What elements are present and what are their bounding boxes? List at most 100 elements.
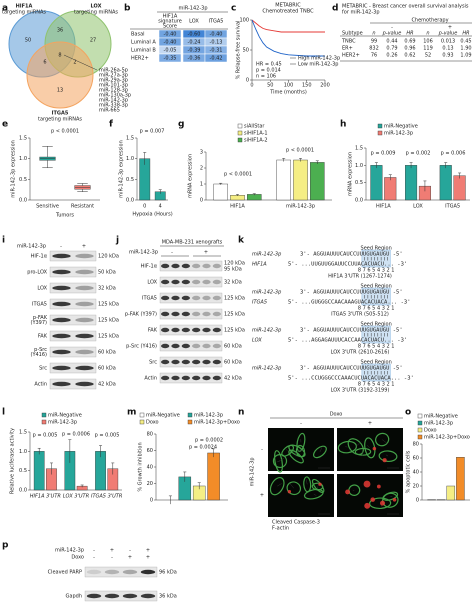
legend-label: miR-142-3p	[194, 413, 223, 419]
legend-label: F-actin	[272, 526, 289, 532]
seed-label: Seed Region	[361, 360, 392, 366]
column-header: p-value	[438, 31, 458, 37]
blot-label: HIF-1α	[141, 264, 158, 270]
cell-value: 0.013	[441, 39, 455, 45]
survival-curve	[251, 19, 325, 57]
mirna-name: miR-665	[99, 108, 120, 114]
actin-fiber	[382, 439, 388, 445]
cell-value: 0.79	[386, 46, 397, 52]
band	[161, 279, 170, 285]
band	[202, 295, 211, 301]
positions: 8 7 6 5 4 3 2 1	[358, 344, 395, 350]
legend-label: Doxo	[146, 420, 159, 426]
region-count: 36	[57, 28, 63, 34]
legend-label: miR-Negative	[424, 414, 458, 420]
caspase-signal	[370, 497, 376, 502]
band	[75, 365, 94, 371]
panel-label: d	[332, 4, 338, 14]
region-count: 8	[58, 53, 61, 59]
band	[171, 311, 180, 317]
target-seq: 5'- ...GUGGGCCAACAAAGUACACUACA... -3'	[288, 300, 411, 306]
kda-label: 96 kDa	[159, 570, 177, 576]
column-header: Doxo	[330, 412, 343, 418]
row-sign: -	[261, 447, 263, 453]
x-tick-label: 150	[302, 83, 312, 89]
condition: Doxo	[71, 555, 84, 561]
blot-label: FAK	[38, 334, 48, 340]
band	[104, 569, 120, 575]
bar	[293, 159, 308, 201]
blot-strip	[159, 324, 223, 336]
cell-value: -0.39	[188, 48, 201, 54]
seed-label: Seed Region	[361, 284, 392, 290]
band	[75, 253, 94, 259]
set-caption: targeting miRNAs	[38, 117, 82, 123]
y-tick-label: 100	[239, 18, 249, 24]
seed-box	[361, 287, 391, 306]
band	[212, 327, 221, 333]
band	[161, 359, 170, 365]
kda-label: 60 kDa	[98, 366, 116, 372]
band	[75, 285, 94, 291]
seed-box	[361, 325, 391, 344]
actin-fiber	[295, 452, 297, 457]
cell-value: -0.05	[164, 48, 177, 54]
band	[192, 375, 201, 381]
chart-title: METABRIC	[275, 3, 301, 9]
x-tick-label: 50	[267, 83, 273, 89]
micrograph	[337, 428, 403, 471]
row-sign: +	[260, 493, 264, 499]
blot-label: Cleaved PARP	[48, 570, 82, 576]
x-tick-label: 0	[250, 83, 253, 89]
cell-value: -0.36	[188, 56, 201, 62]
band	[192, 311, 201, 317]
row-label: Luminal A	[131, 40, 156, 46]
annotation: n = 106	[256, 74, 276, 80]
band	[192, 359, 201, 365]
mirna-name: miR-26a-5p	[99, 68, 128, 74]
column-header: Score	[163, 24, 177, 30]
cell	[204, 53, 228, 63]
band	[161, 263, 170, 269]
band	[52, 269, 71, 275]
band	[75, 333, 94, 339]
band	[181, 263, 190, 269]
micrograph	[268, 474, 334, 517]
group: +	[448, 25, 452, 31]
cell-value: -0.40	[210, 32, 223, 38]
panel-label: c	[231, 4, 236, 14]
target-seq: 5'- ...UUGUUGGAUUCCUUACACUACU... -3'	[288, 262, 407, 268]
annotation: p < 0.0001	[224, 172, 252, 178]
region-count: 27	[90, 38, 96, 44]
annotation: p < 0.0001	[51, 129, 79, 135]
legend-label: miR-Negative	[48, 413, 82, 419]
cell-actin	[354, 447, 372, 456]
blot-label: p-Src (Y416)	[126, 344, 157, 350]
band	[181, 327, 190, 333]
cell-actin	[272, 453, 288, 469]
kda-label: 120 kDa	[98, 254, 119, 260]
y-tick-label: 0.5	[355, 180, 363, 186]
legend-label: miR-142-3p+Doxo	[194, 420, 240, 426]
legend-label: miR-142-3p	[48, 420, 77, 426]
positions: 8 7 6 5 4 3 2 1	[358, 268, 395, 274]
caspase-signal	[376, 484, 381, 489]
target-seq: 5'- ...CCUGGGCCCAAACUCUACACUACA... -3'	[288, 376, 414, 382]
mirna-seq: 3'- AGGUAUUUCAUCCUUUGUGAUGU -5'	[300, 328, 403, 334]
column-header: Subtype	[342, 31, 363, 37]
band	[171, 279, 180, 285]
blot-label: pro-LOX	[27, 270, 47, 276]
blot-strip	[84, 566, 158, 578]
legend-swatch	[377, 130, 383, 136]
panel-label: f	[109, 120, 113, 130]
panel-label: e	[2, 120, 8, 130]
positions: 8 7 6 5 4 3 2 1	[358, 382, 395, 388]
cell-value: -0.40	[164, 32, 177, 38]
bar	[405, 165, 418, 201]
band	[202, 343, 211, 349]
actin-fiber	[385, 454, 389, 457]
blot-strip	[159, 356, 223, 368]
band	[161, 375, 170, 381]
caspase-signal	[363, 480, 371, 488]
